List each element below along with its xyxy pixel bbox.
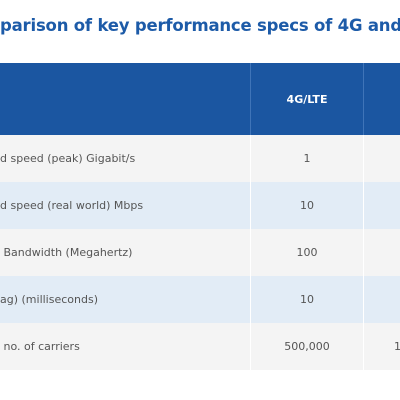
- cell-value: 10: [250, 276, 364, 323]
- table-row: Bandwidth (Megahertz) 100: [0, 229, 400, 276]
- table: 4G/LTE d speed (peak) Gigabit/s 1 d speed …: [0, 63, 400, 370]
- row-label: no. of carriers: [0, 340, 80, 353]
- row-label: Bandwidth (Megahertz): [0, 246, 133, 259]
- table-header: 4G/LTE: [0, 63, 400, 135]
- cell-value: 1: [394, 340, 400, 353]
- table-body: d speed (peak) Gigabit/s 1 d speed (real w…: [0, 135, 400, 370]
- row-label: d speed (real world) Mbps: [0, 199, 144, 212]
- cell-value: 500,000: [250, 323, 364, 370]
- title: parison of key performance specs of 4G a…: [0, 16, 400, 35]
- row-label: ag) (milliseconds): [0, 293, 98, 306]
- cell-value: 1: [250, 135, 364, 182]
- table-row: no. of carriers 500,000 1: [0, 323, 400, 370]
- table-row: ag) (milliseconds) 10: [0, 276, 400, 323]
- row-label: d speed (peak) Gigabit/s: [0, 152, 136, 165]
- cell-value: 100: [250, 229, 364, 276]
- table-row: d speed (real world) Mbps 10: [0, 182, 400, 229]
- cell-value: 10: [250, 182, 364, 229]
- header-cell: 4G/LTE: [250, 63, 364, 135]
- table-row: d speed (peak) Gigabit/s 1: [0, 135, 400, 182]
